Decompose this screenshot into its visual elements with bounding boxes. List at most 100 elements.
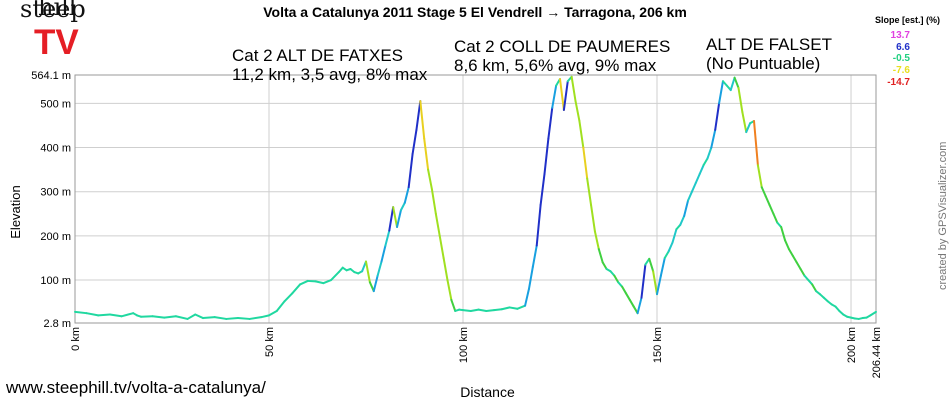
profile-segment: [74, 310, 88, 315]
profile-segment: [597, 248, 604, 264]
climb-annotation-falset: ALT DE FALSET (No Puntuable): [706, 35, 832, 73]
y-tick-label: 300 m: [40, 187, 71, 199]
profile-segment: [737, 86, 744, 114]
annotation-line: Cat 2 ALT DE FATXES: [232, 46, 404, 65]
profile-segment: [543, 137, 550, 176]
profile-segment: [493, 308, 503, 312]
profile-segment: [687, 190, 693, 202]
profile-segment: [450, 298, 457, 312]
profile-segment: [97, 313, 111, 317]
profile-segment: [640, 263, 647, 299]
profile-segment: [268, 309, 278, 317]
profile-segment: [753, 119, 759, 167]
profile-segment: [780, 226, 787, 242]
profile-segment: [624, 292, 631, 301]
profile-segment: [423, 137, 430, 171]
x-tick-label: 50 km: [264, 327, 276, 357]
profile-segment: [330, 271, 340, 282]
profile-segment: [174, 315, 189, 320]
elevation-profile: [74, 75, 877, 320]
profile-segment: [764, 195, 771, 206]
x-tick-label: 100 km: [458, 327, 470, 363]
profile-segment: [403, 186, 410, 204]
annotation-line: 11,2 km, 3,5 avg, 8% max: [232, 65, 428, 84]
x-tick-label: 206.44 km: [871, 327, 883, 378]
profile-segment: [601, 261, 608, 271]
slope-legend-title: Slope [est.] (%): [874, 15, 940, 25]
annotation-line: (No Puntuable): [706, 54, 821, 73]
y-tick-label: 2.8 m: [43, 318, 71, 330]
logo-tv: TV: [34, 23, 79, 62]
profile-segment: [446, 279, 453, 301]
profile-segment: [372, 274, 379, 293]
y-tick-label: 564.1 m: [31, 70, 71, 82]
credit-text: created by GPSVisualizer.com: [937, 141, 949, 290]
profile-segment: [671, 228, 678, 244]
footer-url[interactable]: www.steephill.tv/volta-a-catalunya/: [6, 378, 266, 397]
page-title: Volta a Catalunya 2011 Stage 5 El Vendre…: [263, 4, 687, 20]
y-axis-label: Elevation: [8, 185, 23, 238]
profile-segment: [462, 309, 472, 312]
profile-segment: [652, 270, 659, 296]
slope-legend-item: -7.6: [892, 65, 910, 76]
profile-segment: [527, 265, 534, 290]
profile-segment: [718, 80, 724, 105]
profile-segment: [415, 100, 422, 131]
x-tick-label: 150 km: [652, 327, 664, 363]
profile-segment: [85, 312, 100, 317]
slope-legend-item: 13.7: [890, 30, 910, 41]
grid: [75, 75, 876, 323]
profile-segment: [663, 250, 670, 259]
logo-text-hill: hill: [38, 0, 77, 21]
profile-segment: [578, 119, 585, 149]
slope-legend-item: -14.7: [887, 77, 910, 88]
climb-annotation-paumeres: Cat 2 COLL DE PAUMERES 8,6 km, 5,6% avg,…: [454, 37, 670, 75]
profile-segment: [648, 257, 655, 273]
profile-segment: [539, 173, 546, 206]
profile-segment: [365, 260, 371, 284]
profile-segment: [108, 313, 123, 318]
profile-segment: [760, 186, 767, 198]
profile-segment: [291, 283, 302, 295]
profile-segment: [399, 201, 406, 212]
x-axis-ticks: 0 km 50 km 100 km 150 km 200 km 206.44 km: [70, 327, 883, 378]
profile-segment: [384, 229, 391, 247]
profile-segment: [299, 279, 309, 286]
profile-segment: [811, 283, 818, 293]
profile-segment: [260, 314, 271, 319]
profile-segment: [477, 308, 488, 312]
profile-segment: [485, 309, 496, 312]
x-axis-label: Distance: [460, 384, 515, 400]
profile-segment: [656, 274, 662, 296]
profile-segment: [714, 102, 721, 131]
profile-segment: [430, 188, 437, 215]
profile-segment: [787, 248, 794, 257]
slope-legend-item: 6.6: [896, 42, 910, 53]
y-tick-label: 100 m: [40, 275, 71, 287]
profile-segment: [163, 315, 177, 319]
annotation-line: 8,6 km, 5,6% avg, 9% max: [454, 56, 657, 75]
plot-frame: [74, 74, 877, 324]
profile-segment: [419, 100, 426, 140]
profile-segment: [729, 76, 736, 92]
profile-segment: [586, 177, 593, 206]
profile-segment: [438, 234, 445, 259]
profile-segment: [683, 199, 690, 217]
profile-segment: [236, 317, 251, 320]
profile-segment: [283, 292, 294, 303]
profile-segment: [248, 316, 263, 320]
profile-segment: [706, 146, 713, 160]
profile-segment: [791, 254, 798, 264]
profile-segment: [621, 285, 627, 295]
profile-segment: [396, 209, 402, 229]
profile-segment: [151, 315, 166, 319]
x-tick-label: 0 km: [70, 327, 82, 351]
profile-segment: [679, 214, 686, 226]
profile-segment: [120, 312, 135, 318]
y-tick-label: 400 m: [40, 143, 71, 155]
profile-segment: [380, 244, 387, 263]
profile-segment: [442, 256, 449, 282]
profile-segment: [613, 274, 620, 284]
profile-segment: [500, 306, 511, 311]
